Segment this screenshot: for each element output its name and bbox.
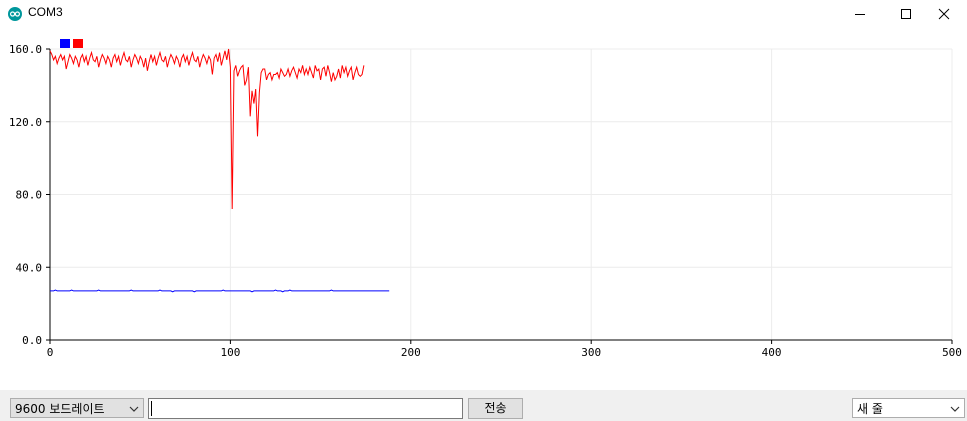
x-tick-label: 400: [762, 346, 782, 359]
minimize-button[interactable]: [837, 0, 883, 28]
x-tick-label: 300: [581, 346, 601, 359]
series-line-1: [50, 289, 390, 293]
send-button[interactable]: 전송: [468, 398, 523, 419]
y-tick-label: 160.0: [9, 43, 42, 56]
x-tick-label: 0: [47, 346, 54, 359]
title-bar: COM3: [0, 0, 967, 28]
chart-series: [49, 48, 390, 293]
x-tick-label: 200: [401, 346, 421, 359]
y-tick-label: 0.0: [22, 334, 42, 347]
bottom-toolbar: 9600 보드레이트 전송 새 줄: [0, 390, 967, 421]
chevron-down-icon: [129, 406, 139, 412]
y-tick-label: 40.0: [16, 261, 43, 274]
chart-grid: [49, 48, 953, 341]
close-icon: [938, 8, 950, 20]
maximize-button[interactable]: [883, 0, 929, 28]
serial-plotter-chart: 0.0 40.0 80.0 120.0 160.0 0 100 200 300 400 500: [9, 39, 962, 359]
maximize-icon: [901, 9, 911, 19]
x-tick-label: 500: [942, 346, 962, 359]
close-button[interactable]: [921, 0, 967, 28]
minimize-icon: [855, 14, 865, 15]
baud-rate-select[interactable]: 9600 보드레이트: [10, 398, 144, 418]
chart-legend: [60, 39, 83, 48]
arduino-icon: [8, 6, 22, 21]
y-tick-label: 120.0: [9, 116, 42, 129]
series-line-2: [49, 48, 365, 210]
baud-rate-label: 9600 보드레이트: [15, 402, 105, 416]
y-tick-label: 80.0: [16, 189, 43, 202]
legend-swatch-2: [73, 39, 83, 48]
legend-swatch-1: [60, 39, 70, 48]
message-input[interactable]: [148, 398, 463, 419]
chart-axes: 0.0 40.0 80.0 120.0 160.0 0 100 200 300 400 500: [9, 43, 962, 359]
chevron-down-icon: [950, 406, 960, 412]
text-caret: [151, 401, 152, 416]
window-title: COM3: [28, 5, 63, 19]
x-tick-label: 100: [220, 346, 240, 359]
line-ending-label: 새 줄: [857, 402, 883, 416]
line-ending-select[interactable]: 새 줄: [852, 398, 965, 418]
